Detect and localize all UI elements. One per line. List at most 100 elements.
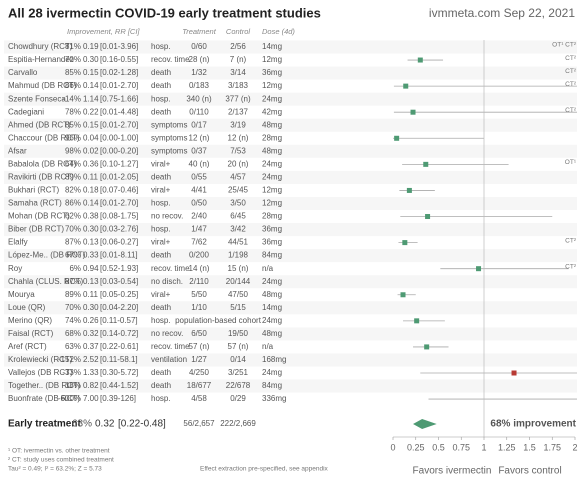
improvement: -33% <box>62 368 81 377</box>
improvement: 86% <box>65 199 81 208</box>
outcome: no disch. <box>151 277 183 286</box>
point <box>403 83 409 89</box>
row-band <box>4 275 577 289</box>
summary-ci: [0.22-0.48] <box>118 419 166 430</box>
rr: 0.30 <box>83 55 99 64</box>
ci: [0.22-0.61] <box>100 342 138 351</box>
treatment-count: 1/47 <box>191 225 207 234</box>
improvement: 87% <box>65 277 81 286</box>
ci: [0.03-2.76] <box>100 225 138 234</box>
x-tick-label: 0.75 <box>452 442 470 452</box>
treatment-count: 7/62 <box>191 238 207 247</box>
note: CT² <box>565 55 577 62</box>
study-name: Mohan (DB RCT) <box>8 212 70 221</box>
rr: 0.11 <box>83 290 99 299</box>
point <box>476 266 482 272</box>
rr: 2.52 <box>83 355 99 364</box>
treatment-count: 2/40 <box>191 212 207 221</box>
ci: [0.10-1.27] <box>100 159 138 168</box>
dose: 48mg <box>262 146 282 155</box>
point <box>394 135 400 141</box>
row-band <box>4 40 577 54</box>
rr: 1.14 <box>83 94 99 103</box>
rr: 0.14 <box>83 199 99 208</box>
outcome: no recov. <box>151 212 183 221</box>
outcome: death <box>151 368 171 377</box>
rr: 0.38 <box>83 212 99 221</box>
ci: [0.30-5.72] <box>100 368 138 377</box>
rr: 0.26 <box>83 316 99 325</box>
improvement: 74% <box>65 316 81 325</box>
treatment-count: 340 (n) <box>186 94 212 103</box>
outcome: ventilation <box>151 355 187 364</box>
improvement: 85% <box>65 120 81 129</box>
outcome: hosp. <box>151 94 171 103</box>
treatment-count: 1/32 <box>191 68 207 77</box>
control-count: 25/45 <box>228 186 249 195</box>
rr: 0.30 <box>83 303 99 312</box>
ci: [0.11-0.57] <box>100 316 138 325</box>
treatment-count: 12 (n) <box>189 133 210 142</box>
dose: 336mg <box>262 394 286 403</box>
ci: [0.01-8.11] <box>100 251 138 260</box>
improvement: -14% <box>62 94 81 103</box>
note: OT¹ CT² <box>552 42 577 49</box>
row-band <box>4 353 577 367</box>
control-count: 20/144 <box>226 277 251 286</box>
row-band <box>4 301 577 315</box>
control-count: 19/50 <box>228 329 249 338</box>
outcome: hosp. <box>151 199 171 208</box>
point <box>423 161 429 167</box>
ci: [0.01-2.05] <box>100 173 138 182</box>
rr: 7.00 <box>83 394 99 403</box>
control-count: 12 (n) <box>228 133 249 142</box>
ci: [0.44-1.52] <box>100 381 138 390</box>
treatment-count: 4/41 <box>191 186 207 195</box>
outcome: death <box>151 107 171 116</box>
treatment-count: 1/10 <box>191 303 207 312</box>
study-name: Samaha (RCT) <box>8 199 62 208</box>
dose: 48mg <box>262 329 282 338</box>
improvement: 6% <box>69 264 81 273</box>
study-name: Chaccour (DB RCT) <box>8 133 80 142</box>
x-tick-label: 0.5 <box>432 442 445 452</box>
study-name: Elalfy <box>8 238 28 247</box>
dose: 28mg <box>262 133 282 142</box>
outcome: symptoms <box>151 146 187 155</box>
rr: 0.94 <box>83 264 99 273</box>
control-count: 1/198 <box>228 251 249 260</box>
treatment-count: 18/677 <box>187 381 212 390</box>
treatment-count: 57 (n) <box>189 342 210 351</box>
improvement: 86% <box>65 81 81 90</box>
control-count: 3/50 <box>230 199 246 208</box>
improvement: 70% <box>65 303 81 312</box>
summary-treatment: 56/2,657 <box>183 419 215 428</box>
treatment-count: 0/183 <box>189 81 210 90</box>
outcome: no recov. <box>151 329 183 338</box>
x-tick-label: 1.25 <box>498 442 516 452</box>
dose: 12mg <box>262 199 282 208</box>
control-count: 3/183 <box>228 81 249 90</box>
summary-improvement: 68% <box>72 419 92 430</box>
dose: 12mg <box>262 81 282 90</box>
control-count: 3/42 <box>230 225 246 234</box>
dose: n/a <box>262 342 274 351</box>
footnote: ² CT: study uses combined treatment <box>8 457 114 464</box>
improvement: 89% <box>65 173 81 182</box>
improvement: 62% <box>65 212 81 221</box>
control-count: 22/678 <box>226 381 251 390</box>
x-tick-label: 1 <box>481 442 486 452</box>
treatment-count: 0/37 <box>191 146 207 155</box>
dose: 24mg <box>262 94 282 103</box>
outcome: recov. time <box>151 342 190 351</box>
rr: 0.22 <box>83 107 99 116</box>
ci: [0.11-58.1] <box>100 355 138 364</box>
ci: [0.05-0.25] <box>100 290 138 299</box>
study-name: Together.. (DB RCT) <box>8 381 81 390</box>
study-name: Afsar <box>8 146 27 155</box>
study-name: Carvallo <box>8 68 38 77</box>
effect-note: Effect extraction pre-specified, see app… <box>200 466 329 473</box>
ci: [0.01-2.70] <box>100 199 138 208</box>
summary-diamond <box>413 419 437 429</box>
